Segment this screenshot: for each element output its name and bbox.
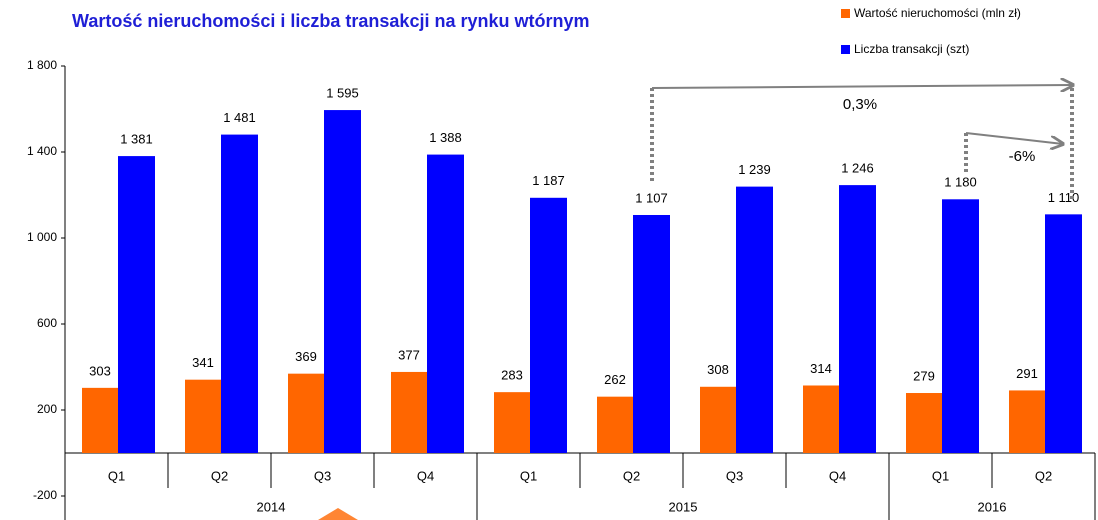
- bar: [221, 134, 258, 453]
- x-tick-label: Q1: [108, 468, 125, 483]
- bar: [906, 393, 942, 453]
- y-tick-label: 200: [37, 402, 57, 416]
- bar: [597, 396, 633, 453]
- x-tick-label: Q1: [932, 468, 949, 483]
- bar: [633, 214, 670, 453]
- bar: [839, 185, 876, 454]
- legend-label: Wartość nieruchomości (mln zł): [854, 6, 1021, 20]
- x-tick-label: Q4: [829, 468, 846, 483]
- annotation: -6%: [1009, 148, 1036, 165]
- data-label: 1 110: [1048, 190, 1080, 205]
- bar: [736, 186, 773, 454]
- data-label: 283: [501, 368, 523, 383]
- data-label: 308: [707, 362, 729, 377]
- y-tick-label: 1 000: [27, 230, 57, 244]
- group-label: 2014: [257, 499, 286, 514]
- bar: [803, 385, 839, 453]
- data-label: 1 595: [326, 86, 359, 101]
- data-label: 291: [1016, 366, 1038, 381]
- y-tick-label: 1 400: [27, 144, 57, 158]
- x-tick-label: Q3: [314, 468, 331, 483]
- x-tick-label: Q1: [520, 468, 537, 483]
- data-label: 262: [604, 372, 626, 387]
- group-label: 2015: [669, 499, 698, 514]
- bar: [118, 156, 155, 453]
- data-label: 279: [913, 368, 935, 383]
- annotation: 0,3%: [843, 96, 877, 113]
- data-label: 1 180: [944, 175, 977, 190]
- bar: [1009, 390, 1045, 453]
- bar: [324, 110, 361, 453]
- data-label: 1 381: [120, 132, 153, 147]
- bar: [391, 371, 427, 453]
- data-label: 314: [810, 361, 832, 376]
- bar: [427, 154, 464, 453]
- data-label: 377: [398, 347, 420, 362]
- data-label: 1 246: [841, 161, 874, 176]
- bar: [185, 379, 221, 453]
- x-tick-label: Q2: [211, 468, 228, 483]
- data-label: 1 481: [223, 110, 256, 125]
- bar: [942, 199, 979, 453]
- arrow: [965, 132, 1063, 144]
- x-tick-label: Q2: [623, 468, 640, 483]
- bar: [288, 373, 324, 453]
- y-tick-label: 1 800: [27, 58, 57, 72]
- y-tick-label: 600: [37, 316, 57, 330]
- bar: [700, 386, 736, 453]
- y-tick-label: -200: [33, 488, 57, 502]
- logo-fragment: [318, 508, 358, 520]
- arrow: [651, 85, 1073, 88]
- group-label: 2016: [978, 499, 1007, 514]
- data-label: 1 388: [429, 130, 462, 145]
- data-label: 341: [192, 355, 214, 370]
- data-label: 1 239: [738, 162, 771, 177]
- bar: [494, 392, 530, 453]
- legend-label: Liczba transakcji (szt): [854, 42, 969, 56]
- data-label: 1 107: [635, 190, 668, 205]
- chart-title: Wartość nieruchomości i liczba transakcj…: [72, 11, 589, 31]
- data-label: 1 187: [532, 173, 565, 188]
- x-tick-label: Q4: [417, 468, 434, 483]
- bar: [82, 387, 118, 453]
- legend-swatch: [841, 45, 850, 54]
- bar: [530, 197, 567, 453]
- data-label: 369: [295, 349, 317, 364]
- bar: [1045, 214, 1082, 453]
- x-tick-label: Q3: [726, 468, 743, 483]
- x-tick-label: Q2: [1035, 468, 1052, 483]
- legend-swatch: [841, 9, 850, 18]
- data-label: 303: [89, 363, 111, 378]
